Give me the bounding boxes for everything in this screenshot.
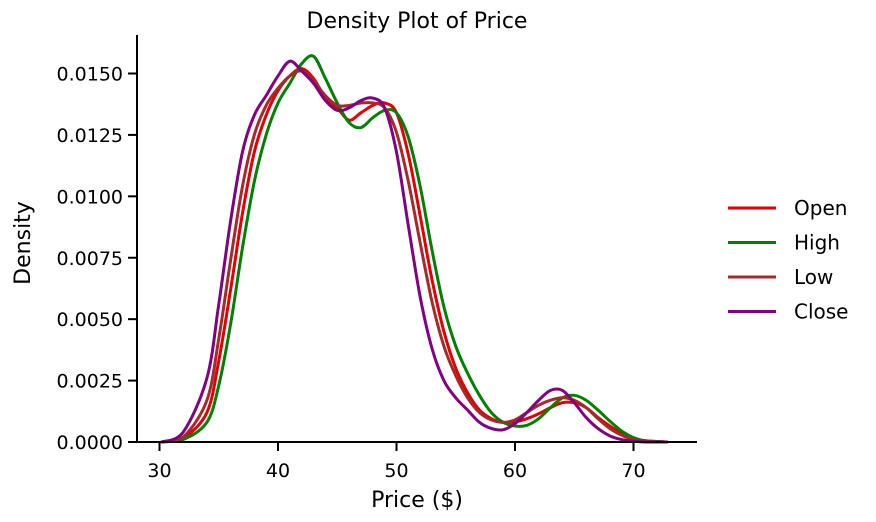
y-tick-label: 0.0075 [57, 248, 123, 270]
x-tick-label: 70 [621, 460, 645, 482]
x-ticks: 30 40 50 60 70 [147, 442, 646, 482]
chart-title: Density Plot of Price [307, 9, 528, 34]
y-tick-label: 0.0000 [57, 432, 123, 454]
x-tick-label: 40 [266, 460, 290, 482]
legend: Open High Low Close [728, 196, 848, 324]
legend-item-close: Close [728, 300, 848, 324]
legend-item-high: High [728, 231, 840, 255]
legend-item-open: Open [728, 196, 847, 220]
y-tick-label: 0.0025 [57, 371, 123, 393]
legend-label-open: Open [794, 196, 847, 220]
x-axis-title: Price ($) [371, 488, 463, 513]
legend-label-high: High [794, 231, 840, 255]
y-tick-label: 0.0150 [57, 64, 123, 86]
y-ticks: 0.0000 0.0025 0.0050 0.0075 0.0100 0.0125 0.01… [57, 64, 137, 454]
y-tick-label: 0.0100 [57, 186, 123, 208]
series-line-high [160, 54, 669, 444]
x-tick-label: 60 [503, 460, 527, 482]
y-tick-label: 0.0050 [57, 309, 123, 331]
series-line-close [160, 59, 669, 444]
legend-label-close: Close [794, 300, 848, 324]
legend-item-low: Low [728, 265, 833, 289]
plot-area: 30 40 50 60 70 0.0000 0.0025 0.0050 0.0075 0.010… [57, 35, 697, 482]
series-layer [160, 54, 669, 444]
legend-label-low: Low [794, 265, 833, 289]
series-line-open [160, 67, 669, 444]
y-axis-title: Density [11, 201, 36, 285]
x-tick-label: 30 [147, 460, 171, 482]
y-tick-label: 0.0125 [57, 125, 123, 147]
x-tick-label: 50 [384, 460, 408, 482]
series-line-low [160, 69, 669, 444]
